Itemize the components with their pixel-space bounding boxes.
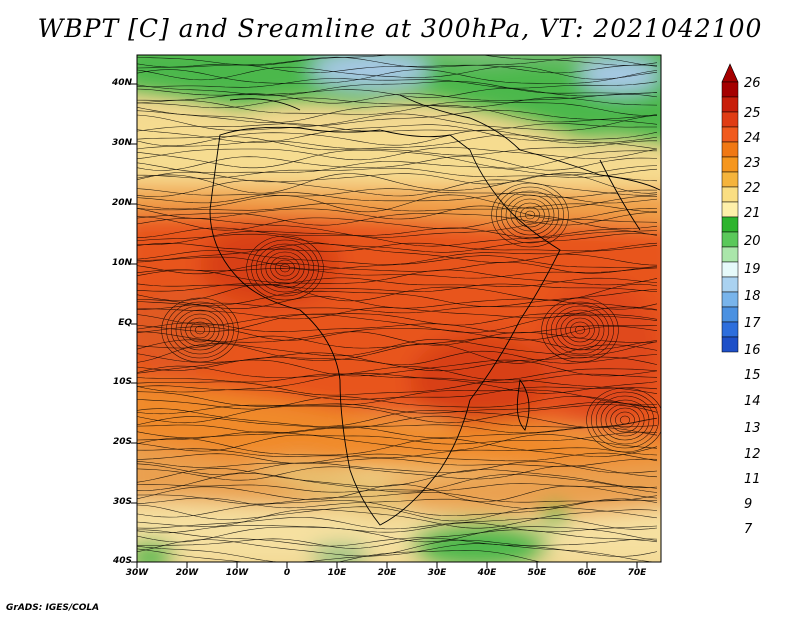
colorbar-label: 9 bbox=[744, 497, 753, 512]
colorbar-label: 23 bbox=[744, 156, 761, 171]
colorbar-label: 17 bbox=[744, 316, 761, 331]
lat-label: 30N bbox=[111, 138, 132, 148]
credit-text: GrADS: IGES/COLA bbox=[6, 603, 100, 613]
colorbar-label: 20 bbox=[744, 234, 761, 249]
lat-label: 10N bbox=[111, 258, 132, 268]
lat-label: 40S bbox=[112, 556, 132, 566]
colorbar-label: 14 bbox=[744, 394, 761, 409]
lat-label: EQ bbox=[118, 318, 132, 328]
colorbar-label: 18 bbox=[744, 289, 761, 304]
lon-label: 20E bbox=[377, 568, 397, 578]
lat-label: 40N bbox=[111, 78, 132, 88]
lon-label: 20W bbox=[175, 568, 199, 578]
colorbar-label: 16 bbox=[744, 343, 761, 358]
colorbar-label: 21 bbox=[744, 206, 761, 221]
colorbar-label: 15 bbox=[744, 368, 761, 383]
lon-label: 40E bbox=[477, 568, 497, 578]
lon-label: 30W bbox=[125, 568, 149, 578]
lat-label: 20N bbox=[111, 198, 132, 208]
colorbar-label: 24 bbox=[744, 131, 761, 146]
colorbar-label: 22 bbox=[744, 181, 761, 196]
coastlines bbox=[209, 94, 661, 526]
colorbar-label: 11 bbox=[744, 472, 761, 487]
lon-label: 10E bbox=[327, 568, 347, 578]
colorbar-label: 12 bbox=[744, 447, 761, 462]
axis-ticks bbox=[131, 83, 638, 568]
lat-label: 10S bbox=[112, 377, 132, 387]
plot-frame bbox=[136, 54, 662, 563]
lon-label: 10W bbox=[225, 568, 249, 578]
streamlines bbox=[137, 55, 661, 562]
colorbar-label: 19 bbox=[744, 262, 761, 277]
lon-label: 70E bbox=[627, 568, 647, 578]
lat-label: 30S bbox=[112, 497, 132, 507]
lon-label: 50E bbox=[527, 568, 547, 578]
lon-label: 30E bbox=[427, 568, 447, 578]
colorbar-label: 25 bbox=[744, 106, 761, 121]
colorbar-label: 26 bbox=[744, 76, 761, 91]
colorbar-label: 13 bbox=[744, 421, 761, 436]
lon-label: 60E bbox=[577, 568, 597, 578]
map-title: WBPT [C] and Sreamline at 300hPa, VT: 20… bbox=[37, 14, 763, 43]
lon-label: 0 bbox=[283, 568, 291, 578]
colorbar bbox=[721, 63, 739, 353]
lat-label: 20S bbox=[112, 437, 132, 447]
colorbar-top-arrow bbox=[721, 63, 739, 83]
colorbar-label: 7 bbox=[744, 522, 753, 537]
